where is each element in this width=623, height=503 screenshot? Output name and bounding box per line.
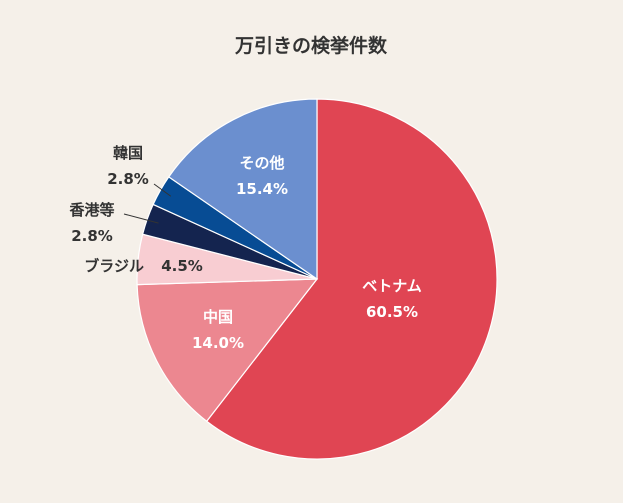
slice-value-hongkong: 2.8% <box>71 227 113 245</box>
slice-label-other: その他 <box>239 154 284 172</box>
slice-label-korea: 韓国 <box>113 144 143 162</box>
slice-value-other: 15.4% <box>236 180 288 198</box>
slice-value-korea: 2.8% <box>107 170 149 188</box>
slice-label-hongkong: 香港等 <box>69 201 114 219</box>
slice-value-brazil: 4.5% <box>161 257 203 275</box>
slice-value-china: 14.0% <box>192 334 244 352</box>
pie-slice-vietnam <box>205 98 498 460</box>
chart-title: 万引きの検挙件数 <box>234 34 388 57</box>
pie-slices <box>136 98 498 460</box>
slice-label-china: 中国 <box>203 308 233 326</box>
leader-line-hongkong <box>123 213 159 224</box>
slice-label-brazil: ブラジル <box>84 257 144 275</box>
pie-slice-china <box>136 278 319 423</box>
pie-slice-other <box>167 98 318 281</box>
slice-label-vietnam: ベトナム <box>362 277 422 295</box>
leader-line-korea <box>153 183 172 197</box>
slice-value-vietnam: 60.5% <box>366 303 418 321</box>
leader-lines <box>123 183 172 224</box>
